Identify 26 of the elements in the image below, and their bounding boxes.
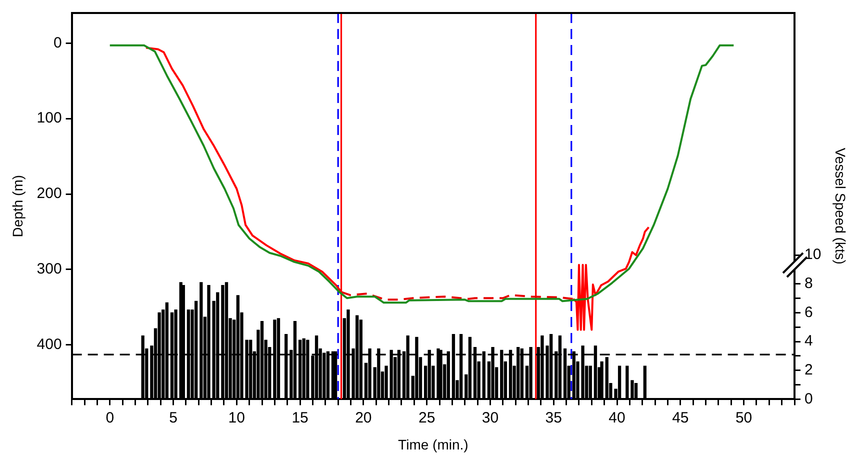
y2-tick-label: 6 — [804, 304, 813, 321]
x-axis-title: Time (min.) — [398, 436, 468, 452]
y-tick-label: 400 — [36, 336, 62, 354]
y2-tick-label: 10 — [804, 246, 822, 264]
y2-tick-label: 4 — [804, 332, 813, 350]
x-tick-label: 25 — [418, 409, 436, 426]
y-tick-label: 200 — [36, 185, 62, 202]
x-tick-label: 30 — [482, 409, 499, 426]
line-series — [340, 291, 574, 301]
y2-tick-label: 8 — [804, 275, 813, 292]
y2-axis-title: Vessel Speed (kts) — [832, 148, 849, 264]
y2-tick-label: 0 — [804, 390, 813, 408]
y2-tick-label: 2 — [804, 362, 813, 379]
x-tick-label: 15 — [292, 409, 308, 426]
y-tick-label: 0 — [53, 34, 62, 52]
y-tick-label: 300 — [36, 260, 62, 278]
x-tick-label: 50 — [735, 409, 752, 426]
y-tick-label: 100 — [36, 110, 62, 127]
y-axis-title: Depth (m) — [9, 174, 26, 238]
x-tick-label: 0 — [106, 409, 114, 426]
x-tick-label: 40 — [608, 409, 626, 426]
x-tick-label: 10 — [228, 409, 245, 426]
x-tick-label: 35 — [545, 409, 562, 426]
x-tick-label: 45 — [672, 409, 689, 426]
x-tick-label: 20 — [355, 409, 372, 426]
x-tick-label: 5 — [169, 409, 178, 426]
